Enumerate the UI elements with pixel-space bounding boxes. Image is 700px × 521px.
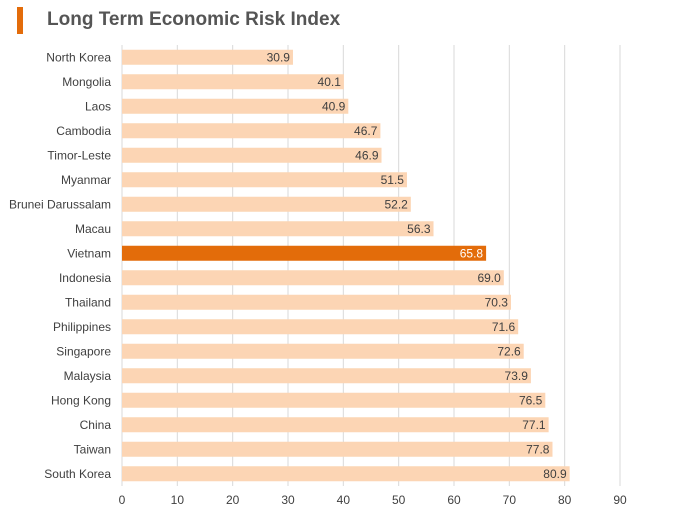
bar (122, 245, 487, 261)
category-label: Singapore (56, 344, 111, 358)
category-label: Cambodia (56, 124, 111, 138)
bar (122, 147, 382, 163)
data-label: 65.8 (460, 246, 484, 260)
category-label: Malaysia (64, 369, 112, 383)
bar (122, 368, 531, 384)
data-label: 69.0 (477, 271, 501, 285)
data-label: 52.2 (384, 197, 408, 211)
category-label: Timor-Leste (47, 148, 111, 162)
category-label: Mongolia (62, 75, 111, 89)
category-label: Taiwan (74, 442, 111, 456)
chart-title: Long Term Economic Risk Index (47, 9, 341, 30)
x-tick-label: 40 (337, 493, 351, 507)
data-label: 40.9 (322, 99, 346, 113)
data-label: 56.3 (407, 222, 431, 236)
category-label: Philippines (53, 320, 111, 334)
category-label: Indonesia (59, 271, 111, 285)
bar (122, 441, 553, 457)
x-tick-label: 20 (226, 493, 240, 507)
x-tick-label: 50 (392, 493, 406, 507)
bar (122, 417, 549, 433)
data-label: 46.7 (354, 124, 378, 138)
bar (122, 294, 511, 310)
category-label: Vietnam (67, 246, 111, 260)
x-tick-label: 0 (119, 493, 126, 507)
bar (122, 270, 504, 286)
bar (122, 319, 519, 335)
data-label: 51.5 (381, 173, 405, 187)
x-tick-label: 80 (558, 493, 572, 507)
data-label: 72.6 (497, 344, 521, 358)
bar (122, 221, 434, 237)
data-label: 46.9 (355, 148, 379, 162)
category-label: Thailand (65, 295, 111, 309)
data-label: 76.5 (519, 393, 543, 407)
category-label: Hong Kong (51, 393, 111, 407)
data-label: 77.8 (526, 442, 550, 456)
x-tick-label: 60 (447, 493, 461, 507)
bar (122, 172, 407, 188)
category-label: North Korea (46, 50, 111, 64)
x-tick-label: 70 (503, 493, 517, 507)
category-label: Macau (75, 222, 111, 236)
category-label: South Korea (44, 467, 111, 481)
category-label: Myanmar (61, 173, 111, 187)
bar (122, 74, 344, 90)
data-label: 30.9 (267, 50, 291, 64)
bar (122, 196, 411, 212)
x-tick-label: 30 (281, 493, 295, 507)
category-label: Laos (85, 99, 111, 113)
data-label: 73.9 (505, 369, 529, 383)
data-label: 70.3 (485, 295, 509, 309)
category-label: China (80, 418, 112, 432)
data-label: 77.1 (522, 418, 546, 432)
bar (122, 343, 524, 359)
title-accent-bar (17, 7, 23, 34)
data-label: 80.9 (543, 467, 567, 481)
data-label: 71.6 (492, 320, 516, 334)
bar (122, 392, 546, 408)
category-label: Brunei Darussalam (9, 197, 111, 211)
x-tick-label: 10 (171, 493, 185, 507)
data-label: 40.1 (318, 75, 342, 89)
x-tick-label: 90 (613, 493, 627, 507)
bar (122, 49, 293, 65)
bar (122, 123, 381, 139)
bar (122, 466, 570, 482)
bar (122, 98, 349, 114)
